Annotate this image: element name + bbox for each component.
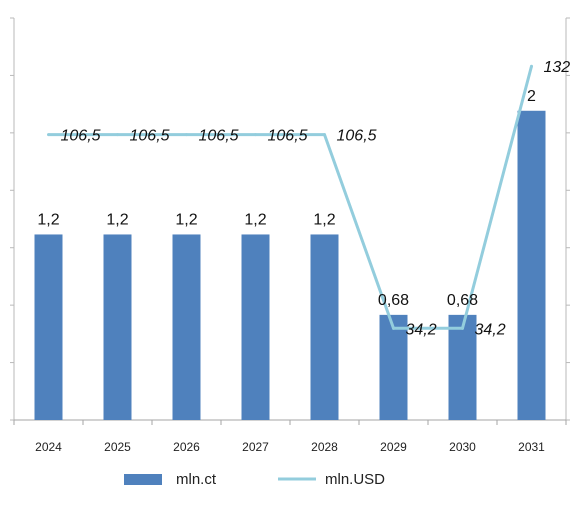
bar-data-label: 1,2 (37, 211, 59, 228)
bar (310, 234, 339, 420)
legend-label-line: mln.USD (325, 471, 385, 488)
legend-label-bars: mln.ct (176, 471, 217, 488)
bar (103, 234, 132, 420)
bar (241, 234, 270, 420)
x-tick-label: 2028 (311, 440, 338, 454)
line-point (323, 133, 326, 137)
line-data-label: 106,5 (337, 128, 377, 145)
line-data-label: 106,5 (199, 128, 239, 145)
line-data-label: 106,5 (61, 128, 101, 145)
bar-data-label: 1,2 (244, 211, 266, 228)
bar-data-label: 0,68 (378, 292, 409, 309)
line-data-label: 34,2 (475, 321, 506, 338)
bar (517, 110, 546, 421)
line-point (47, 133, 50, 137)
bar-data-label: 1,2 (106, 211, 128, 228)
line-series (47, 64, 533, 330)
bar-data-label: 2 (527, 88, 536, 105)
x-tick-label: 2024 (35, 440, 62, 454)
bar-series (34, 110, 546, 421)
legend: mln.ct mln.USD (124, 471, 385, 488)
line-point (254, 133, 257, 137)
bar (34, 234, 63, 420)
bar (172, 234, 201, 420)
x-tick-label: 2025 (104, 440, 131, 454)
line-path (48, 65, 533, 330)
x-tick-label: 2030 (449, 440, 476, 454)
line-point (185, 133, 188, 137)
line-data-label: 106,5 (268, 128, 308, 145)
bar-data-label: 1,2 (175, 211, 197, 228)
data-labels: 1,2 1,2 1,2 1,2 1,2 0,68 0,68 2 106,5 106,5 106,5 1… (37, 59, 570, 338)
x-tick-label: 2031 (518, 440, 545, 454)
x-tick-label: 2029 (380, 440, 407, 454)
x-tick-label: 2026 (173, 440, 200, 454)
line-point (116, 133, 119, 137)
bar (379, 314, 408, 420)
bar (448, 314, 477, 420)
line-data-label: 34,2 (406, 321, 437, 338)
line-data-label: 106,5 (130, 128, 170, 145)
line-point (392, 326, 395, 330)
legend-swatch-bars (124, 474, 162, 485)
line-point (461, 326, 464, 330)
bar-data-label: 1,2 (313, 211, 335, 228)
x-tick-label: 2027 (242, 440, 269, 454)
bar-data-label: 0,68 (447, 292, 478, 309)
line-data-label: 132 (544, 59, 571, 76)
line-point (530, 64, 533, 68)
